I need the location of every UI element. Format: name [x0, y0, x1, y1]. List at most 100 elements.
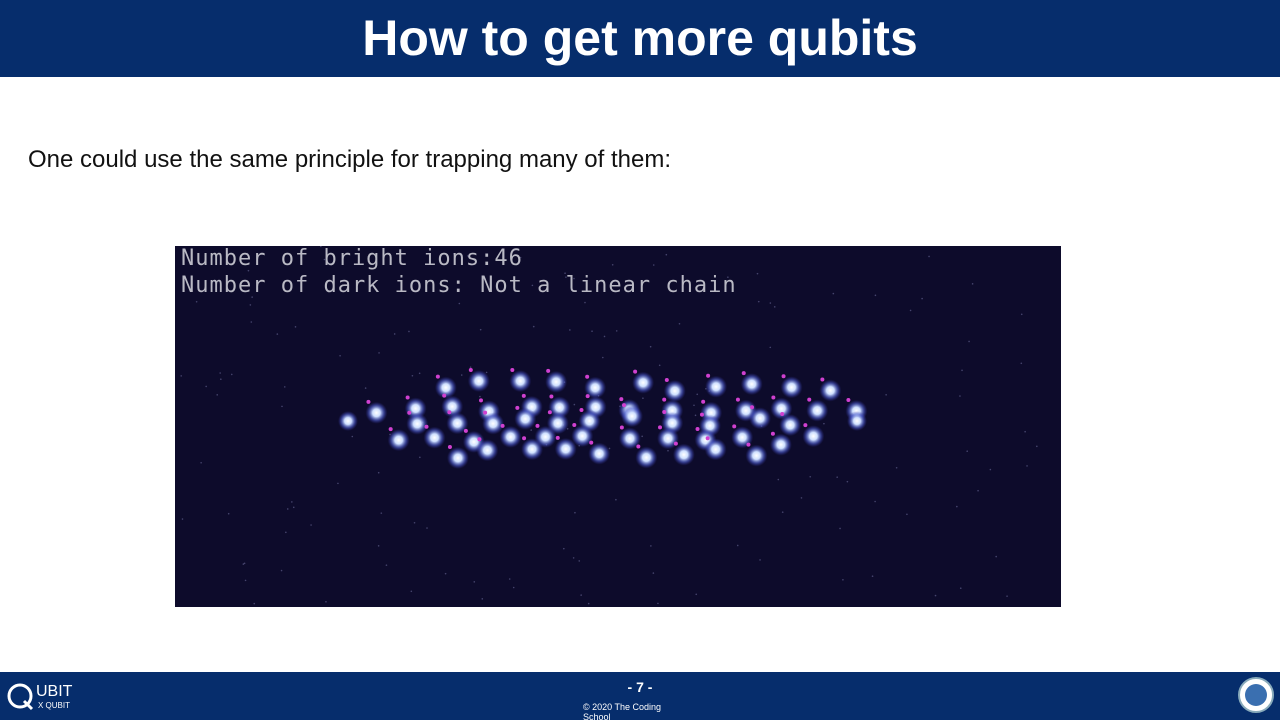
ion-label-mark — [405, 395, 410, 400]
ion-glow — [509, 370, 532, 393]
noise-dot — [977, 489, 979, 492]
noise-dot — [580, 594, 582, 596]
noise-dot — [611, 263, 614, 266]
noise-dot — [219, 372, 221, 374]
noise-dot — [244, 579, 247, 582]
ion-label-mark — [658, 425, 663, 430]
noise-dot — [323, 258, 326, 261]
noise-dot — [220, 378, 222, 381]
noise-dot — [1036, 445, 1038, 448]
ion-glow — [499, 425, 522, 448]
noise-dot — [418, 372, 421, 375]
ion-glow — [467, 370, 490, 393]
ion-glow — [621, 405, 644, 428]
noise-dot — [180, 375, 183, 377]
ion-label-mark — [619, 425, 624, 430]
noise-dot — [1020, 362, 1023, 365]
noise-dot — [246, 252, 249, 255]
noise-dot — [649, 345, 652, 348]
ion-glow — [632, 371, 655, 394]
ion-label-mark — [478, 398, 483, 403]
noise-dot — [641, 435, 643, 438]
noise-dot — [928, 255, 930, 258]
noise-dot — [584, 301, 586, 304]
ion-label-mark — [483, 410, 488, 415]
ion-label-mark — [572, 423, 577, 428]
ion-label-mark — [447, 444, 452, 449]
noise-dot — [921, 297, 923, 300]
noise-dot — [603, 335, 606, 338]
noise-dot — [230, 373, 233, 376]
noise-dot — [823, 422, 825, 425]
noise-dot — [959, 587, 962, 590]
noise-dot — [467, 255, 469, 257]
ion-label-mark — [442, 393, 447, 398]
noise-dot — [473, 581, 476, 583]
ion-glow — [338, 411, 358, 431]
noise-dot — [906, 513, 908, 516]
noise-dot — [874, 500, 876, 503]
noise-dot — [249, 304, 252, 306]
noise-dot — [253, 602, 256, 605]
noise-dot — [572, 557, 575, 559]
noise-dot — [842, 578, 844, 581]
noise-dot — [519, 256, 522, 259]
noise-dot — [895, 466, 898, 469]
ion-label-mark — [522, 436, 527, 441]
noise-dot — [285, 531, 287, 534]
noise-dot — [479, 395, 481, 398]
noise-dot — [602, 356, 604, 359]
ion-label-mark — [746, 442, 751, 447]
ion-label-mark — [477, 437, 482, 442]
noise-dot — [971, 283, 974, 285]
overlay-text: Number of dark ions: Not a linear chain — [181, 273, 737, 298]
ion-glow — [482, 412, 505, 435]
noise-dot — [485, 371, 488, 374]
ion-label-mark — [735, 397, 740, 402]
ion-label-mark — [500, 423, 505, 428]
ion-label-mark — [619, 397, 624, 402]
ion-label-mark — [447, 410, 452, 415]
noise-dot — [1020, 313, 1023, 316]
noise-dot — [205, 385, 207, 388]
noise-dot — [658, 364, 661, 367]
noise-dot — [393, 333, 396, 335]
noise-dot — [966, 450, 969, 452]
noise-dot — [453, 252, 455, 255]
noise-dot — [934, 594, 937, 597]
noise-dot — [512, 586, 515, 589]
noise-dot — [667, 449, 669, 452]
noise-dot — [1026, 465, 1028, 467]
noise-dot — [959, 395, 961, 397]
ion-label-mark — [633, 369, 638, 374]
noise-dot — [574, 511, 576, 514]
noise-dot — [694, 414, 697, 417]
ion-label-mark — [585, 394, 590, 399]
noise-dot — [773, 306, 776, 308]
ion-label-mark — [463, 428, 468, 433]
noise-dot — [458, 302, 461, 305]
noise-dot — [469, 366, 472, 368]
ion-label-mark — [662, 397, 667, 402]
ion-image: Number of bright ions:46 Number of dark … — [175, 246, 1061, 607]
noise-dot — [531, 284, 534, 287]
noise-dot — [377, 471, 380, 474]
ion-glow — [745, 444, 768, 467]
ion-glow — [584, 376, 607, 399]
ion-glow — [780, 376, 803, 399]
header-bar — [0, 0, 1280, 77]
noise-dot — [578, 560, 581, 562]
ion-label-mark — [547, 410, 552, 415]
ion-label-mark — [636, 444, 641, 449]
noise-dot — [325, 601, 327, 603]
noise-dot — [1024, 430, 1026, 433]
noise-dot — [756, 272, 759, 275]
ion-glow — [806, 399, 829, 422]
noise-dot — [769, 346, 772, 349]
ion-glow — [514, 407, 537, 430]
noise-dot — [591, 330, 593, 333]
ion-glow — [476, 439, 499, 462]
ion-label-mark — [770, 431, 775, 436]
noise-dot — [378, 352, 380, 354]
noise-dot — [573, 403, 576, 406]
